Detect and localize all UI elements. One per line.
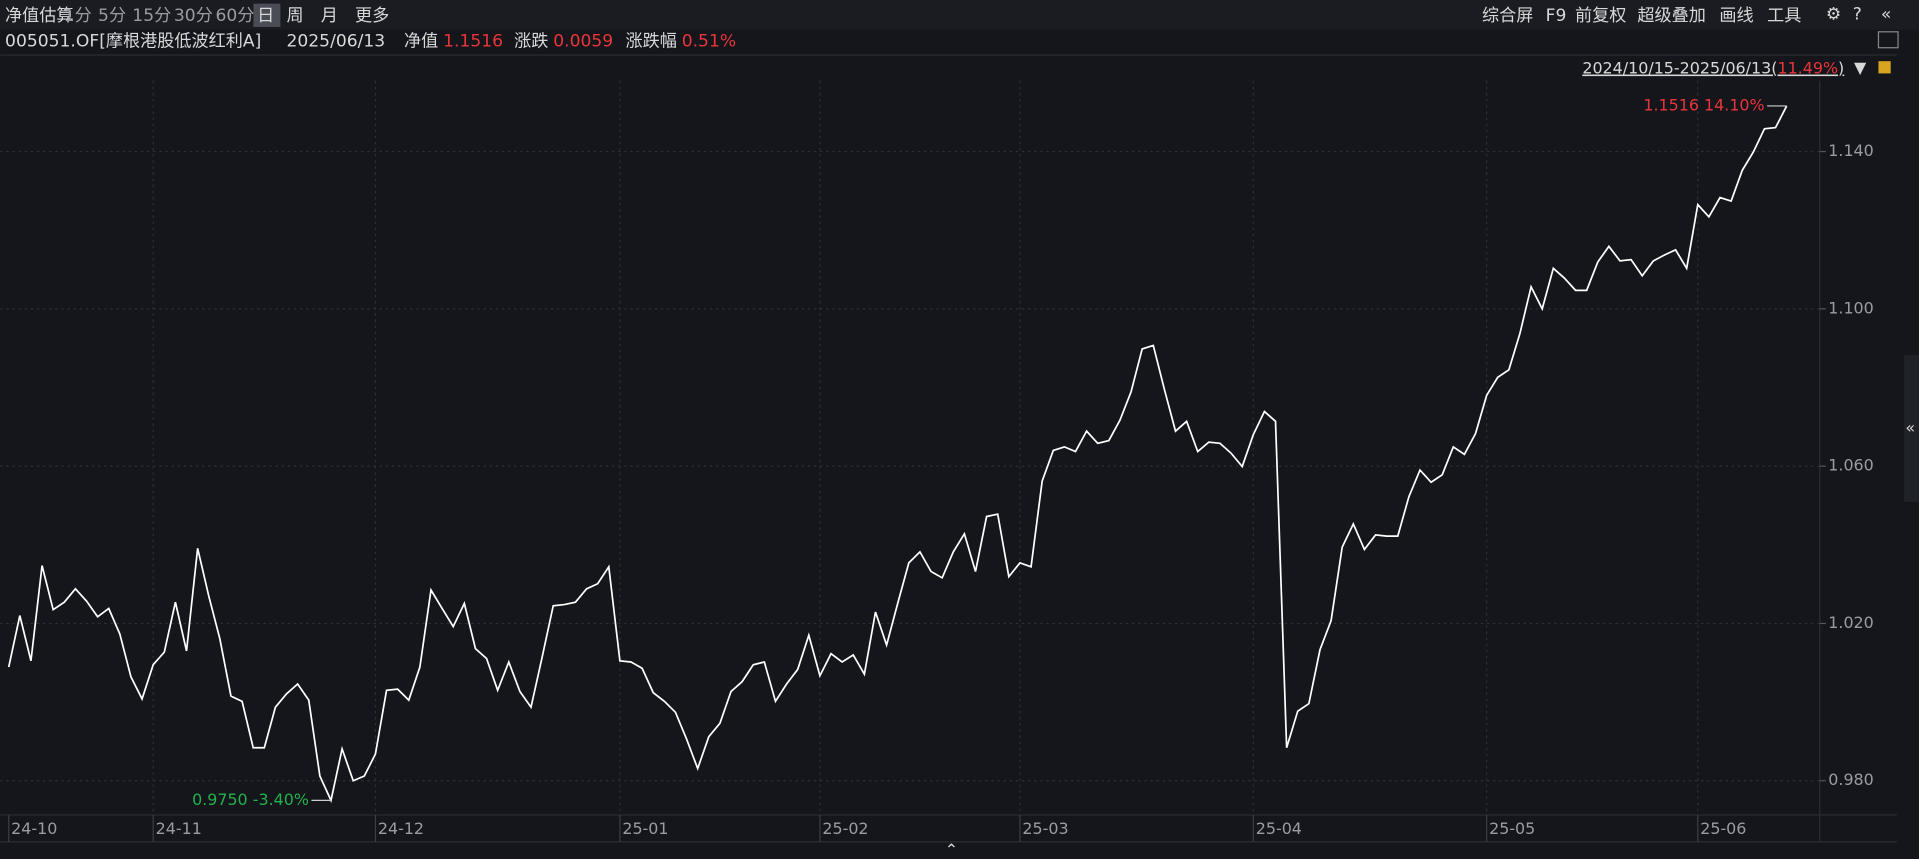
nav-label: 净值	[404, 32, 438, 52]
toolbar-button[interactable]: 画线	[1719, 6, 1753, 26]
info-bar: 005051.OF[摩根港股低波红利A] 2025/06/13 净值 1.151…	[5, 32, 736, 52]
tab[interactable]: 更多	[355, 6, 389, 26]
wp-icon[interactable]	[1877, 31, 1899, 49]
x-tick-label: 25-04	[1256, 819, 1302, 838]
nav: 1.1516	[443, 32, 503, 52]
toolbar-bg	[0, 0, 1919, 30]
dropdown[interactable]: ▼	[1854, 58, 1867, 77]
change: 0.0059	[553, 32, 613, 52]
toolbar-button[interactable]: F9	[1546, 6, 1567, 26]
x-tick-label: 25-05	[1489, 819, 1535, 838]
toolbar-button[interactable]: 前复权	[1575, 6, 1626, 26]
date: 2025/06/13	[286, 32, 385, 52]
range-dates: 2024/10/15-2025/06/13(	[1582, 58, 1777, 77]
tab[interactable]: 30分	[174, 6, 213, 26]
y-tick-label: 0.980	[1828, 770, 1874, 789]
expand-arrow[interactable]: ⌃	[945, 840, 958, 859]
tab[interactable]: 周	[286, 6, 303, 26]
tab[interactable]: 15分	[132, 6, 171, 26]
range-close: )	[1838, 58, 1844, 77]
max-annotation: 1.1516 14.10%	[1643, 95, 1764, 114]
tab[interactable]: 月	[321, 6, 338, 26]
y-tick-label: 1.020	[1828, 613, 1874, 632]
range-pct: 11.49%	[1777, 58, 1838, 77]
help-icon[interactable]: ?	[1853, 5, 1862, 25]
collapse-icon[interactable]: «	[1881, 5, 1891, 25]
toolbar-button[interactable]: 综合屏	[1482, 6, 1533, 26]
change-label: 涨跌	[514, 32, 548, 52]
pct-label: 涨跌幅	[625, 32, 676, 52]
tab[interactable]: 日	[257, 6, 274, 26]
settings-icon[interactable]: ⚙	[1826, 5, 1841, 25]
x-tick-label: 25-02	[822, 819, 868, 838]
toolbar-button[interactable]: 超级叠加	[1637, 6, 1706, 26]
nav-line	[7, 105, 1788, 804]
y-tick-label: 1.140	[1828, 141, 1874, 160]
x-tick-label: 24-10	[11, 819, 57, 838]
tab[interactable]: 5分	[98, 6, 126, 26]
toolbar-tabs: 净值估算1分 5分 15分 30分 60分日周月更多	[5, 3, 389, 27]
side-arrow[interactable]: «	[1905, 418, 1915, 437]
x-tick-label: 25-03	[1022, 819, 1068, 838]
range-text[interactable]: 2024/10/15-2025/06/13(11.49%)	[1582, 58, 1844, 77]
tab[interactable]: 1分	[64, 6, 92, 26]
side-handle[interactable]	[1904, 354, 1919, 502]
toolbar-button[interactable]: 工具	[1767, 6, 1801, 26]
pct: 0.51%	[682, 32, 736, 52]
y-tick-label: 1.060	[1828, 456, 1874, 475]
lock-icon[interactable]	[1878, 61, 1891, 74]
y-tick-label: 1.100	[1828, 298, 1874, 317]
tab[interactable]: 净值估算	[5, 6, 74, 26]
x-tick-label: 24-11	[156, 819, 202, 838]
x-tick-label: 25-06	[1700, 819, 1746, 838]
min-annotation: 0.9750 -3.40%	[192, 790, 309, 809]
tab-selected	[253, 3, 281, 27]
x-tick-label: 24-12	[378, 819, 424, 838]
toolbar-right: 综合屏 F9 前复权 超级叠加 画线 工具	[1482, 6, 1801, 26]
fund-code: 005051.OF[摩根港股低波红利A]	[5, 32, 261, 52]
tab[interactable]: 60分	[216, 6, 255, 26]
x-tick-label: 25-01	[622, 819, 668, 838]
